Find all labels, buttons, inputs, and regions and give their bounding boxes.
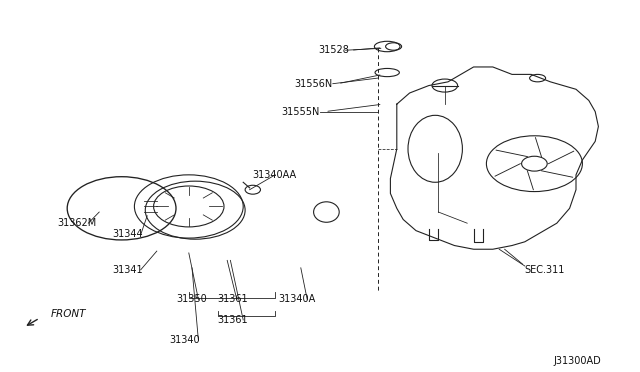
Text: 31528: 31528 <box>318 45 349 55</box>
Text: 31555N: 31555N <box>282 107 320 116</box>
Text: SEC.311: SEC.311 <box>525 265 565 275</box>
Text: 31340A: 31340A <box>278 295 316 304</box>
Text: FRONT: FRONT <box>51 310 86 319</box>
Text: 31344: 31344 <box>112 230 143 239</box>
Text: 31341: 31341 <box>112 265 143 275</box>
Text: 31361: 31361 <box>218 295 248 304</box>
Text: 31556N: 31556N <box>294 79 333 89</box>
Text: 31362M: 31362M <box>58 218 97 228</box>
Text: 31340AA: 31340AA <box>253 170 297 180</box>
Text: 31361: 31361 <box>218 315 248 325</box>
Text: J31300AD: J31300AD <box>554 356 602 366</box>
Text: 31350: 31350 <box>176 295 207 304</box>
Text: 31340: 31340 <box>170 336 200 345</box>
